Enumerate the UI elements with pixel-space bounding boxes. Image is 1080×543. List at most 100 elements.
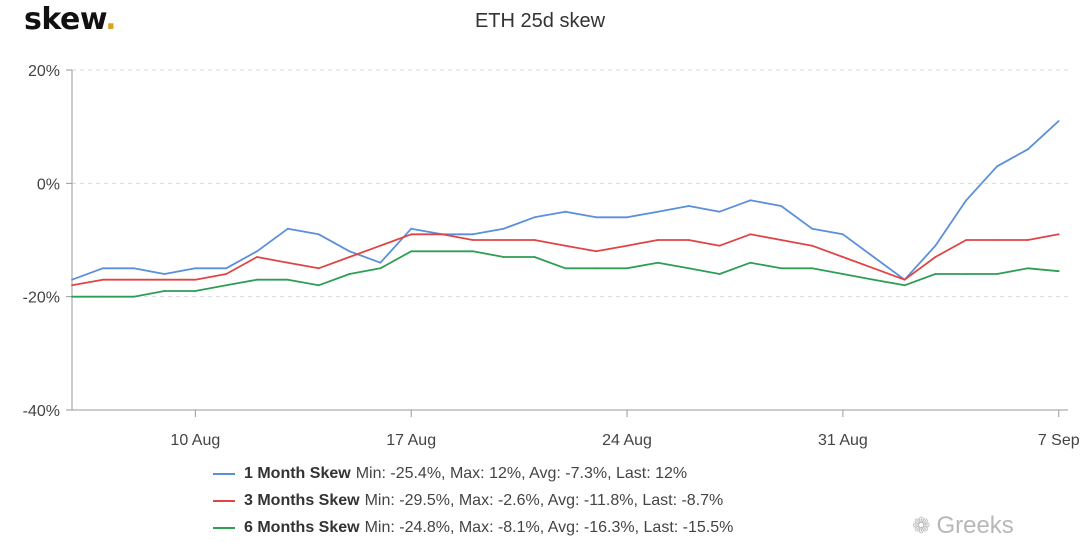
data-point [71, 284, 73, 287]
data-point [194, 290, 197, 292]
data-point [903, 278, 906, 281]
data-point [934, 256, 937, 258]
data-point [872, 278, 875, 281]
data-point [564, 267, 567, 270]
data-point [348, 250, 351, 253]
series-lines [71, 120, 1060, 298]
data-point [687, 267, 690, 270]
data-point [780, 239, 783, 241]
data-point [996, 165, 998, 168]
data-point [626, 244, 628, 247]
data-point [71, 278, 73, 281]
data-point [472, 239, 474, 241]
data-point [379, 267, 382, 270]
data-point [317, 267, 320, 270]
data-point [132, 267, 135, 270]
legend: 1 Month Skew Min: -25.4%, Max: 12%, Avg:… [213, 460, 733, 541]
data-point [163, 290, 166, 292]
data-point [934, 244, 937, 247]
data-point [71, 295, 73, 298]
data-point [996, 239, 998, 241]
data-point [256, 278, 258, 281]
data-point [101, 278, 104, 281]
data-point [132, 295, 135, 298]
data-point [749, 233, 752, 236]
data-point [441, 233, 443, 236]
data-point [348, 256, 351, 258]
x-tick-label: 31 Aug [818, 432, 868, 449]
data-point [410, 227, 413, 230]
legend-item-6-months[interactable]: 6 Months Skew Min: -24.8%, Max: -8.1%, A… [213, 514, 733, 541]
data-point [1027, 267, 1029, 270]
data-point [718, 273, 721, 275]
data-point [256, 250, 258, 253]
data-point [996, 273, 998, 275]
legend-stats: Min: -24.8%, Max: -8.1%, Avg: -16.3%, La… [364, 519, 734, 536]
data-point [194, 278, 197, 281]
legend-label: 1 Month Skew [244, 465, 351, 482]
x-tick-label: 7 Sep [1038, 432, 1080, 449]
data-point [657, 239, 659, 241]
data-point [595, 250, 598, 253]
legend-swatch-3-months [213, 499, 235, 502]
data-point [194, 267, 197, 270]
data-point [379, 244, 382, 247]
data-point [225, 273, 228, 275]
legend-label: 6 Months Skew [244, 519, 360, 536]
legend-stats: Min: -25.4%, Max: 12%, Avg: -7.3%, Last:… [355, 465, 688, 482]
data-point [842, 233, 844, 236]
data-point [842, 256, 844, 258]
watermark-text: Greeks [936, 512, 1014, 539]
data-point [101, 267, 104, 270]
data-point [595, 216, 598, 219]
grid-lines [72, 69, 1068, 411]
data-point [965, 273, 968, 275]
data-point [472, 233, 474, 236]
watermark: ❁ Greeks [912, 512, 1014, 540]
data-point [626, 267, 628, 270]
data-point [533, 239, 536, 241]
data-point [811, 227, 813, 230]
data-point [163, 273, 166, 275]
data-point [502, 239, 505, 241]
data-point [811, 244, 813, 247]
y-axis-ticks: 20% 0% -20% -40% [23, 63, 73, 420]
y-tick-label: -40% [23, 403, 60, 420]
legend-swatch-6-months [213, 526, 235, 529]
data-point [718, 210, 721, 213]
legend-stats: Min: -29.5%, Max: -2.6%, Avg: -11.8%, La… [364, 492, 724, 509]
wechat-icon: ❁ [912, 513, 931, 538]
legend-swatch-1-month [213, 472, 235, 475]
data-point [287, 278, 289, 281]
data-point [626, 216, 628, 219]
data-point [657, 261, 659, 264]
data-point [502, 227, 505, 230]
data-point [287, 261, 289, 264]
legend-item-3-months[interactable]: 3 Months Skew Min: -29.5%, Max: -2.6%, A… [213, 487, 733, 514]
legend-item-1-month[interactable]: 1 Month Skew Min: -25.4%, Max: 12%, Avg:… [213, 460, 733, 487]
data-point [749, 199, 752, 202]
data-point [842, 273, 844, 275]
data-point [595, 267, 598, 270]
data-point [132, 278, 135, 281]
data-point [410, 250, 413, 253]
data-point [256, 256, 258, 258]
data-point [903, 284, 906, 287]
data-point [225, 284, 228, 287]
x-axis: 10 Aug 17 Aug 24 Aug 31 Aug 7 Sep [72, 409, 1080, 449]
y-tick-label: 20% [28, 63, 60, 80]
data-point [780, 267, 783, 270]
data-point [965, 239, 968, 241]
data-point [687, 239, 690, 241]
data-point [1027, 148, 1029, 151]
data-point [934, 273, 937, 275]
data-point [348, 273, 351, 275]
data-point [872, 267, 875, 270]
data-point [317, 233, 320, 236]
series-line-1-month [71, 120, 1060, 281]
data-point [718, 244, 721, 247]
data-point [657, 210, 659, 213]
x-tick-label: 17 Aug [386, 432, 436, 449]
chart-title: ETH 25d skew [474, 10, 606, 32]
data-point [472, 250, 474, 253]
